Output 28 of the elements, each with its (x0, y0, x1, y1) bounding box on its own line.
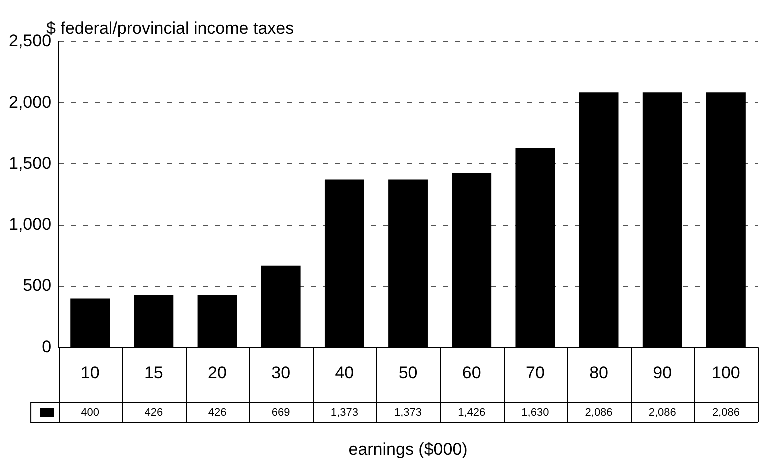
x-tick-label: 70 (526, 363, 545, 382)
data-label: 669 (272, 407, 290, 420)
data-label: 2,086 (648, 407, 676, 420)
data-label: 1,426 (458, 407, 486, 420)
data-label: 2,086 (585, 407, 613, 420)
y-tick-label: 2,000 (8, 92, 52, 112)
data-label: 2,086 (712, 407, 740, 420)
x-axis-title: earnings ($000) (348, 440, 468, 459)
x-tick-label: 40 (335, 363, 354, 382)
x-tick-label: 20 (208, 363, 227, 382)
y-tick-label: 500 (23, 276, 52, 296)
data-label: 1,373 (394, 407, 422, 420)
x-tick-label: 100 (712, 363, 740, 382)
x-tick-label: 90 (653, 363, 672, 382)
data-label: 1,373 (330, 407, 358, 420)
x-tick-label: 15 (144, 363, 164, 382)
y-tick-label: 0 (42, 337, 52, 356)
data-label: 400 (81, 407, 100, 420)
x-tick-label: 60 (462, 363, 482, 382)
x-tick-label: 50 (398, 363, 418, 382)
data-label: 426 (208, 407, 227, 420)
y-tick-label: 1,500 (8, 154, 52, 173)
x-tick-label: 10 (80, 363, 100, 382)
x-tick-label: 30 (272, 363, 291, 382)
y-tick-label: 1,000 (8, 215, 52, 234)
x-tick-label: 80 (590, 363, 608, 382)
data-label: 1,630 (522, 407, 550, 420)
data-label: 426 (144, 407, 164, 420)
